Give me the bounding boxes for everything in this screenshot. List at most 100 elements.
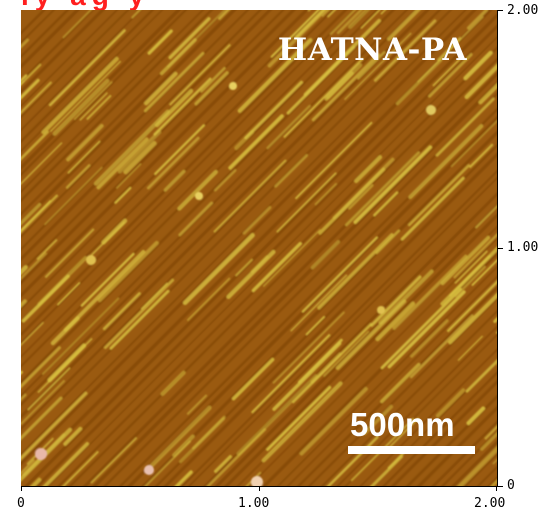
trough-stripe	[296, 285, 497, 486]
fiber-segment	[182, 233, 255, 306]
fiber-segment	[466, 406, 486, 426]
trough-stripe	[68, 57, 497, 486]
fiber-segment	[214, 455, 232, 473]
fiber-segment	[147, 29, 173, 55]
fiber-segment	[454, 250, 488, 284]
trough-stripe	[21, 10, 164, 153]
surface-particle	[251, 476, 263, 486]
fiber-segment	[86, 94, 112, 120]
fiber-segment	[79, 92, 108, 121]
fiber-segment	[305, 315, 325, 336]
fiber-segment	[480, 431, 497, 451]
trough-stripe	[21, 10, 467, 456]
fiber-segment	[226, 249, 276, 299]
fiber-segment	[457, 446, 497, 486]
fiber-segment	[172, 434, 195, 458]
fiber-segment	[428, 53, 473, 98]
fiber-segment	[154, 124, 205, 176]
fiber-segment	[231, 357, 275, 401]
fiber-segment	[274, 154, 309, 188]
fiber-segment	[116, 163, 142, 189]
fiber-segment	[263, 229, 321, 287]
trough-stripe	[21, 10, 227, 216]
fiber-segment	[21, 202, 42, 226]
cropped-red-caption: ly ag y	[21, 0, 497, 10]
fiber-segment	[490, 479, 497, 486]
fiber-segment	[294, 10, 326, 39]
fiber-segment	[21, 81, 52, 115]
fiber-segment	[375, 301, 416, 342]
fiber-segment	[465, 359, 497, 393]
fiber-segment	[392, 254, 468, 330]
x-tick-label-2: 2.00	[474, 496, 506, 511]
fiber-segment	[131, 10, 142, 19]
fiber-segment	[348, 10, 370, 29]
x-tick-label-0: 0	[17, 496, 25, 511]
fiber-segment	[435, 388, 466, 418]
trough-stripe	[21, 10, 309, 298]
trough-stripe	[286, 275, 497, 486]
fiber-segment	[323, 330, 370, 377]
trough-stripe	[21, 10, 105, 94]
fiber-segment	[345, 151, 420, 227]
fiber-segment	[373, 191, 399, 217]
trough-stripe	[431, 420, 497, 486]
fiber-segment	[410, 319, 449, 358]
fiber-segment	[446, 280, 497, 333]
trough-stripe	[82, 71, 497, 486]
trough-stripe	[21, 10, 369, 358]
fiber-segment	[167, 10, 227, 68]
fiber-segment	[261, 381, 343, 463]
fiber-segment	[200, 66, 226, 93]
x-tick-1	[259, 486, 260, 491]
trough-stripe	[382, 371, 497, 486]
fiber-segment	[96, 137, 149, 190]
fiber-segment	[409, 314, 474, 379]
fiber-segment	[484, 425, 497, 440]
trough-stripe	[336, 325, 497, 486]
fiber-segment	[63, 426, 83, 446]
trough-stripe	[276, 265, 497, 486]
fiber-segment	[186, 277, 231, 321]
fiber-segment	[52, 78, 110, 136]
trough-stripe	[21, 10, 409, 398]
fiber-segment	[336, 10, 363, 35]
fiber-segment	[387, 452, 405, 469]
trough-stripe	[21, 10, 262, 251]
fiber-segment	[303, 18, 381, 97]
fiber-segment	[270, 10, 320, 58]
fiber-segment	[163, 169, 186, 192]
fiber-segment	[168, 17, 211, 60]
fiber-segment	[329, 10, 357, 35]
fiber-segment	[117, 129, 162, 174]
fiber-segment	[21, 274, 70, 323]
trough-stripe	[21, 10, 335, 324]
fiber-segment	[301, 236, 378, 313]
fiber-segment	[297, 338, 343, 384]
fiber-segment	[387, 10, 421, 41]
fiber-segment	[236, 374, 318, 456]
fiber-segment	[114, 187, 132, 204]
fiber-segment	[21, 322, 44, 346]
fiber-segment	[62, 10, 93, 39]
fiber-segment	[360, 10, 381, 29]
y-tick-label-top: 2.00	[507, 3, 539, 18]
fiber-segment	[448, 292, 497, 345]
fiber-segment	[380, 362, 421, 404]
trough-stripe	[103, 92, 497, 486]
trough-stripe	[21, 10, 356, 345]
fiber-segment	[354, 155, 383, 184]
fiber-segment	[30, 477, 42, 486]
x-tick-label-1: 1.00	[238, 496, 270, 511]
trough-stripe	[248, 237, 497, 486]
trough-stripe	[21, 10, 155, 144]
y-tick-mid	[497, 248, 503, 249]
fiber-segment	[169, 44, 231, 106]
fiber-segment	[471, 258, 497, 286]
fiber-segment	[102, 292, 141, 331]
fiber-segment	[48, 29, 126, 107]
fiber-segment	[36, 239, 58, 260]
fiber-segment	[464, 63, 497, 100]
afm-height-image: HATNA-PA 500nm	[21, 10, 497, 486]
trough-stripe	[21, 10, 188, 177]
